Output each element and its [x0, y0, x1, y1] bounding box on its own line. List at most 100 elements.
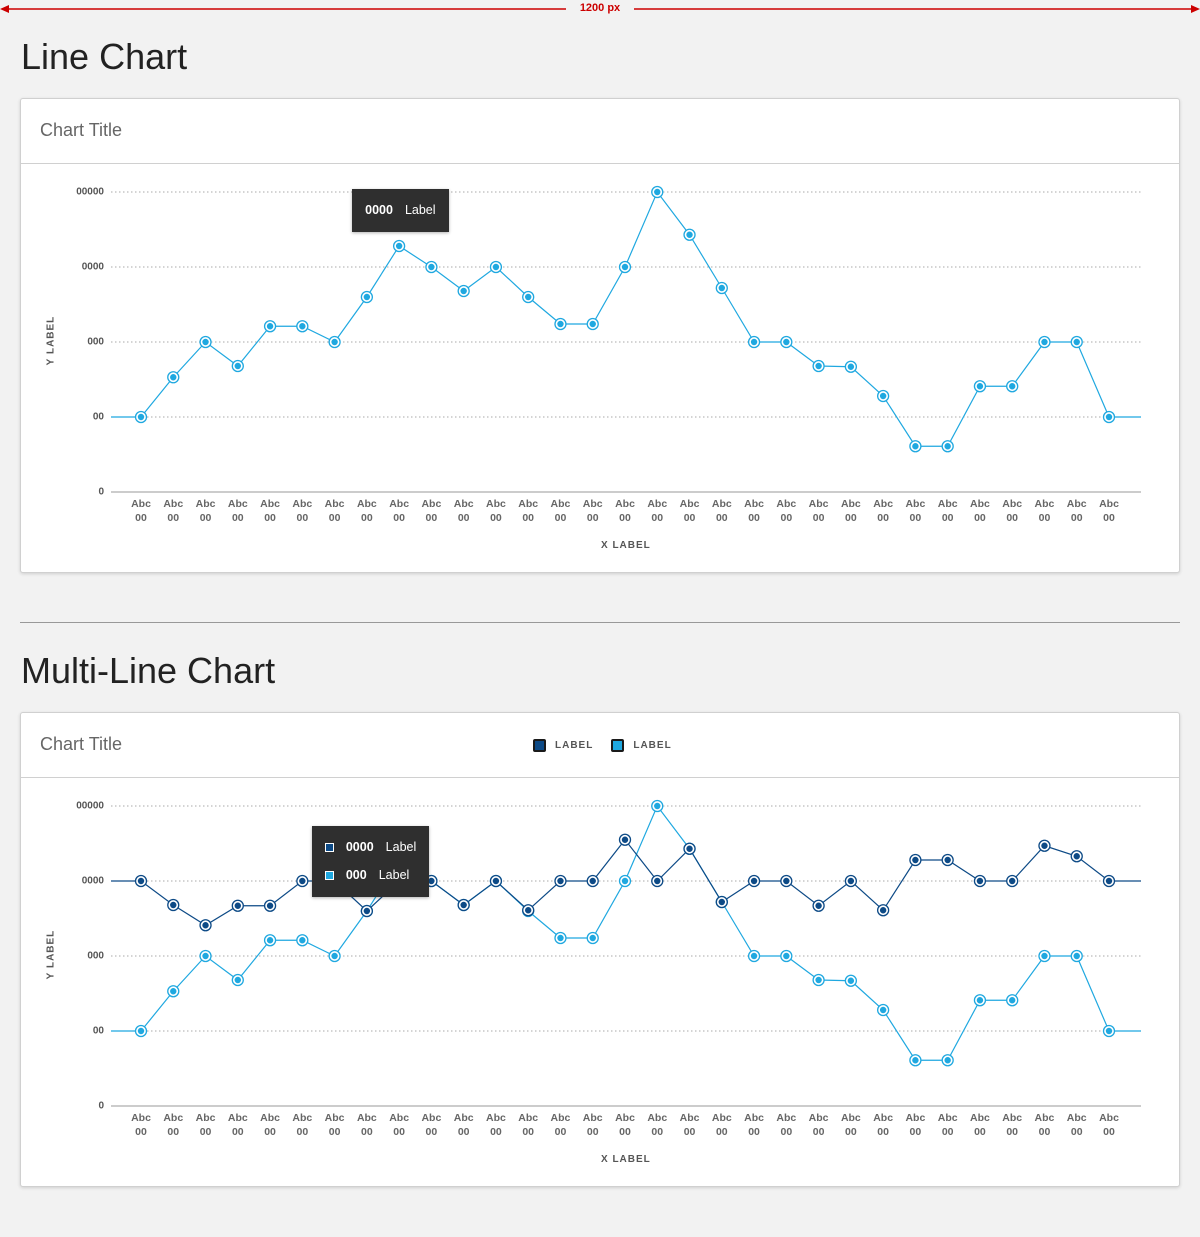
point [589, 934, 596, 942]
legend-item: LABEL [533, 739, 593, 752]
point [912, 443, 919, 450]
x-tick-label: Abc 00 [937, 1112, 958, 1138]
point [1009, 877, 1016, 885]
tooltip-value: 000 [345, 868, 367, 882]
x-tick-label: Abc 00 [808, 498, 829, 524]
x-tick-label: Abc 00 [550, 1112, 571, 1138]
point [1105, 877, 1113, 885]
point [750, 338, 758, 346]
tooltip-row: 0000 Label [324, 833, 417, 861]
x-tick-label: Abc 00 [1066, 498, 1087, 524]
point [1105, 1027, 1113, 1035]
point [654, 188, 661, 196]
point [847, 877, 855, 885]
y-tick-label: 0 [98, 1100, 104, 1112]
point [331, 338, 338, 346]
point [525, 293, 532, 301]
x-tick-label: Abc 00 [195, 1112, 216, 1138]
point [1073, 338, 1080, 346]
x-tick-label: Abc 00 [905, 498, 926, 524]
x-tick-label: Abc 00 [324, 1112, 345, 1138]
line [140, 190, 1110, 447]
point [944, 443, 951, 450]
chart-card: Chart Title 0 00 000 0000 00000 Abc 00 Abc 00 A… [20, 98, 1180, 573]
point [1041, 338, 1048, 346]
point [879, 392, 887, 400]
x-tick-label: Abc 00 [970, 498, 990, 524]
x-tick-label: Abc 00 [453, 1112, 474, 1138]
point [718, 284, 725, 292]
point [234, 902, 241, 909]
y-tick-label: 00000 [76, 800, 104, 812]
tooltip-label: Label [378, 868, 410, 882]
tooltip-label: Label [404, 203, 436, 217]
x-tick-label: Abc 00 [518, 498, 539, 524]
x-tick-label: Abc 00 [518, 1112, 539, 1138]
x-tick-label: Abc 00 [873, 1112, 894, 1138]
x-tick-label: Abc 00 [711, 1112, 732, 1138]
y-tick-label: 0000 [81, 875, 104, 887]
point [266, 323, 274, 330]
point [299, 937, 306, 944]
legend-swatch [611, 739, 625, 752]
x-tick-label: Abc 00 [808, 1112, 829, 1138]
legend: LABEL LABEL [533, 739, 672, 752]
point [589, 320, 596, 328]
point [266, 937, 274, 944]
point [492, 263, 500, 271]
y-tick-label: 000 [87, 336, 104, 348]
point [202, 952, 209, 960]
tooltip: 0000 Label 000 Label [311, 826, 430, 897]
y-tick-label: 000 [87, 950, 104, 962]
legend-swatch [533, 739, 546, 752]
point [1041, 952, 1048, 960]
x-tick-label: Abc 00 [840, 1112, 861, 1138]
x-tick-label: Abc 00 [292, 1112, 313, 1138]
point [1105, 413, 1113, 421]
point [525, 907, 532, 914]
y-axis-title: Y LABEL [45, 315, 57, 366]
point [815, 362, 822, 370]
x-tick-label: Abc 00 [227, 1112, 248, 1138]
x-tick-label: Abc 00 [937, 498, 958, 524]
point [266, 902, 274, 909]
x-tick-label: Abc 00 [582, 498, 603, 524]
point [170, 374, 177, 381]
point [557, 934, 564, 942]
point [944, 856, 951, 864]
point [1073, 853, 1080, 860]
point [718, 898, 725, 906]
width-annotation [0, 5, 1200, 13]
tooltip-label: Label [385, 840, 417, 854]
tooltip-swatch [324, 870, 334, 880]
x-tick-label: Abc 00 [163, 1112, 184, 1138]
x-tick-label: Abc 00 [840, 498, 861, 524]
x-tick-label: Abc 00 [550, 498, 571, 524]
y-tick-label: 00 [92, 411, 104, 423]
point [234, 362, 241, 370]
tooltip-row: 0000 Label [365, 196, 435, 224]
x-tick-label: Abc 00 [324, 498, 345, 524]
x-tick-label: Abc 00 [679, 498, 700, 524]
point [557, 877, 564, 885]
x-tick-label: Abc 00 [421, 498, 442, 524]
point [234, 976, 241, 984]
point [1073, 952, 1080, 960]
x-tick-label: Abc 00 [227, 498, 248, 524]
tooltip: 0000 Label [352, 189, 449, 232]
y-tick-label: 0 [98, 486, 104, 498]
point [363, 293, 371, 301]
x-tick-label: Abc 00 [615, 1112, 635, 1138]
x-tick-label: Abc 00 [131, 1112, 151, 1138]
section-heading: Line Chart [21, 36, 188, 77]
section-divider [20, 622, 1180, 623]
point [783, 877, 790, 885]
point [976, 383, 984, 390]
x-tick-label: Abc 00 [905, 1112, 926, 1138]
legend-label: LABEL [555, 740, 594, 751]
x-tick-label: Abc 00 [389, 498, 410, 524]
x-tick-label: Abc 00 [776, 1112, 797, 1138]
x-tick-label: Abc 00 [486, 498, 506, 524]
point [654, 802, 661, 810]
